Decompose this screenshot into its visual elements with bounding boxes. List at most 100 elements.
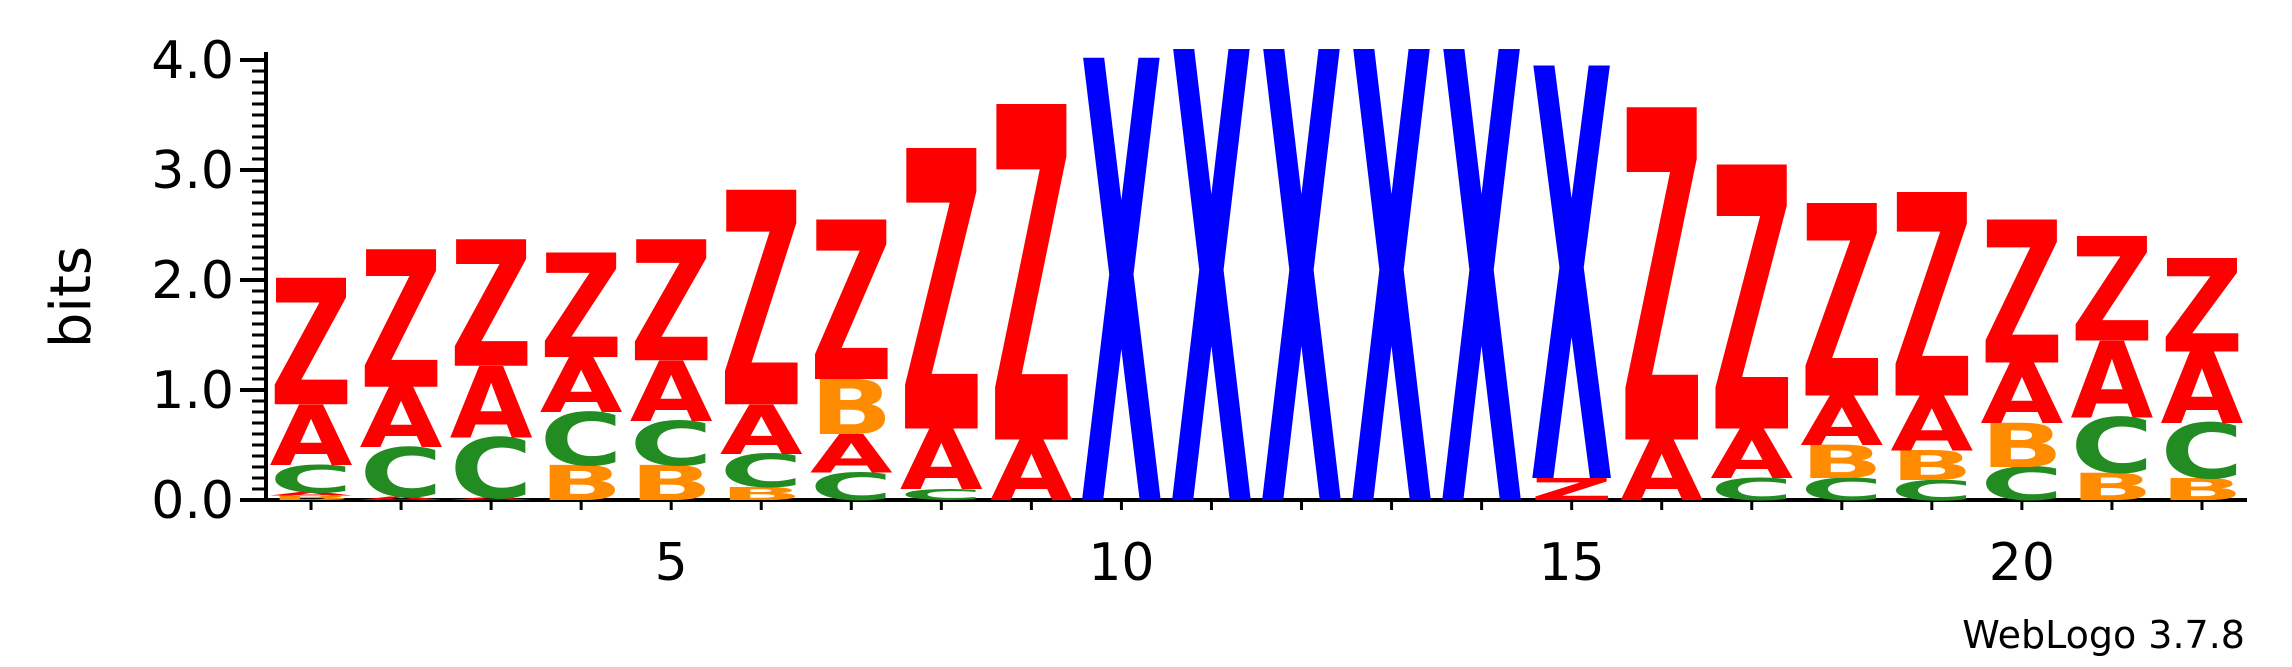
glyph-C: C <box>450 422 533 518</box>
glyph-A: A <box>360 496 443 501</box>
glyph-A: A <box>990 423 1073 520</box>
glyph-Z: Z <box>270 244 353 446</box>
glyph-B: B <box>2161 472 2244 507</box>
glyph-C: C <box>1980 458 2063 511</box>
glyph-A: A <box>1710 416 1793 495</box>
y-tick-label: 1.0 <box>151 361 234 421</box>
glyph-A: A <box>810 424 893 485</box>
letter-stack-12: X <box>1260 0 1343 646</box>
glyph-Z: Z <box>810 177 893 431</box>
glyph-Z: Z <box>1890 138 1973 463</box>
glyph-B: B <box>630 455 713 511</box>
letter-stack-14: X <box>1440 0 1523 646</box>
y-axis: 0.0 1.0 2.0 3.0 4.0 <box>151 31 268 531</box>
glyph-Z: Z <box>450 205 533 407</box>
glyph-Z: Z <box>990 14 1073 549</box>
glyph-A: A <box>2161 333 2244 447</box>
glyph-C: C <box>900 486 983 504</box>
glyph-B: B <box>1800 436 1883 489</box>
glyph-A: A <box>1890 380 1973 468</box>
glyph-Z: Z <box>900 72 983 519</box>
y-axis-label: bits <box>39 246 104 348</box>
glyph-X: X <box>1260 0 1343 646</box>
glyph-Z: Z <box>540 224 623 391</box>
glyph-A: A <box>270 491 353 496</box>
glyph-A: A <box>450 497 533 501</box>
glyph-C: C <box>360 434 443 513</box>
glyph-A: A <box>450 347 533 461</box>
glyph-C: C <box>2161 408 2244 496</box>
letter-stack-13: X <box>1350 0 1433 646</box>
y-tick-label: 0.0 <box>151 471 234 531</box>
glyph-B: B <box>540 455 623 511</box>
glyph-Z: Z <box>1620 18 1703 548</box>
letter-stack-8: CAZ <box>900 72 983 519</box>
letter-stack-17: CAZ <box>1710 94 1793 515</box>
glyph-A: A <box>2071 320 2154 443</box>
y-tick-label: 3.0 <box>151 141 234 201</box>
glyph-Z: Z <box>1800 150 1883 458</box>
glyph-B: B <box>270 495 353 502</box>
glyph-C: C <box>1800 472 1883 507</box>
glyph-Z: Z <box>1530 472 1613 507</box>
glyph-A: A <box>540 342 623 430</box>
glyph-Z: Z <box>1980 180 2063 409</box>
glyph-A: A <box>1800 383 1883 462</box>
glyph-Z: Z <box>720 131 803 474</box>
glyph-A: A <box>1620 423 1703 520</box>
glyph-A: A <box>360 370 443 467</box>
x-axis: 5 10 15 20 <box>266 498 2247 593</box>
letter-stack-10: X <box>1080 0 1163 643</box>
x-tick-label: 20 <box>1989 533 2055 593</box>
glyph-X: X <box>1080 0 1163 643</box>
glyph-C: C <box>720 445 803 498</box>
glyph-B: B <box>2071 466 2154 510</box>
glyph-Z: Z <box>360 211 443 431</box>
y-tick-label: 4.0 <box>151 31 234 91</box>
glyph-A: A <box>720 392 803 471</box>
weblogo-version-footer: WebLogo 3.7.8 <box>1962 613 2245 657</box>
x-tick-label: 15 <box>1539 533 1605 593</box>
glyph-X: X <box>1350 0 1433 646</box>
x-tick-label: 5 <box>655 533 688 593</box>
glyph-B: B <box>1890 443 1973 490</box>
glyph-X: X <box>1530 0 1613 613</box>
glyph-B: B <box>1980 411 2063 482</box>
glyph-C: C <box>630 409 713 479</box>
glyph-Z: Z <box>630 207 713 400</box>
glyph-C: C <box>1710 472 1793 507</box>
glyph-C: C <box>540 398 623 482</box>
glyph-A: A <box>630 344 713 441</box>
glyph-X: X <box>1170 0 1253 646</box>
glyph-A: A <box>1980 346 2063 443</box>
letter-stack-9: AZ <box>990 14 1073 549</box>
x-tick-label: 10 <box>1088 533 1154 593</box>
glyph-Z: Z <box>1710 94 1793 515</box>
letter-stack-15: ZX <box>1530 0 1613 613</box>
letter-stack-11: X <box>1170 0 1253 646</box>
letter-stack-16: AZ <box>1620 18 1703 548</box>
glyph-Z: Z <box>2161 232 2244 382</box>
glyph-C: C <box>270 457 353 501</box>
y-tick-label: 2.0 <box>151 251 234 311</box>
glyph-B: B <box>720 483 803 504</box>
glyph-C: C <box>2071 403 2154 491</box>
glyph-B: B <box>810 365 893 453</box>
glyph-C: C <box>810 465 893 509</box>
glyph-C: C <box>1890 475 1973 506</box>
glyph-Z: Z <box>2071 208 2154 375</box>
